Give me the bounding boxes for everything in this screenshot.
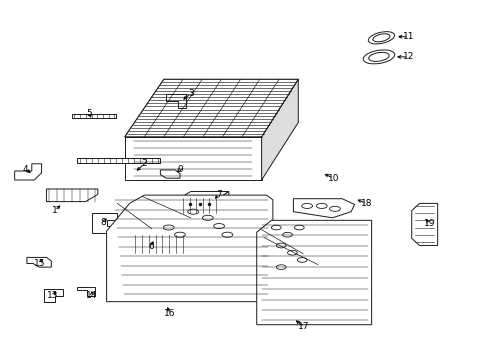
Polygon shape [15, 164, 41, 180]
Text: 4: 4 [22, 165, 28, 174]
Text: 19: 19 [423, 219, 434, 228]
Text: 16: 16 [164, 309, 176, 318]
Text: 15: 15 [34, 259, 46, 268]
Polygon shape [124, 137, 261, 180]
Polygon shape [180, 192, 228, 198]
Polygon shape [261, 79, 298, 180]
Text: 11: 11 [402, 32, 414, 41]
Text: 10: 10 [327, 174, 339, 183]
Text: 9: 9 [177, 165, 183, 174]
Text: 18: 18 [360, 199, 372, 208]
Polygon shape [185, 229, 200, 253]
Polygon shape [132, 229, 200, 235]
Polygon shape [160, 170, 180, 178]
Polygon shape [256, 220, 371, 325]
Polygon shape [77, 158, 160, 163]
Polygon shape [293, 199, 354, 218]
Text: 2: 2 [141, 159, 147, 168]
Text: 17: 17 [298, 323, 309, 331]
Polygon shape [77, 287, 95, 296]
Text: 8: 8 [101, 218, 106, 227]
Polygon shape [180, 198, 219, 213]
Polygon shape [411, 203, 437, 246]
Polygon shape [72, 114, 116, 118]
Text: 14: 14 [86, 292, 98, 300]
Polygon shape [124, 79, 298, 137]
Polygon shape [219, 192, 228, 213]
Text: 12: 12 [402, 52, 414, 61]
Polygon shape [27, 257, 51, 267]
Polygon shape [166, 94, 185, 108]
Text: 7: 7 [216, 190, 222, 199]
Text: 6: 6 [148, 242, 154, 251]
Polygon shape [46, 189, 98, 202]
Polygon shape [106, 195, 272, 302]
Polygon shape [44, 289, 62, 302]
Polygon shape [132, 235, 185, 253]
Text: 5: 5 [86, 109, 92, 118]
Text: 13: 13 [47, 292, 59, 300]
Text: 1: 1 [52, 206, 58, 215]
Text: 3: 3 [187, 89, 193, 98]
Polygon shape [92, 213, 117, 233]
